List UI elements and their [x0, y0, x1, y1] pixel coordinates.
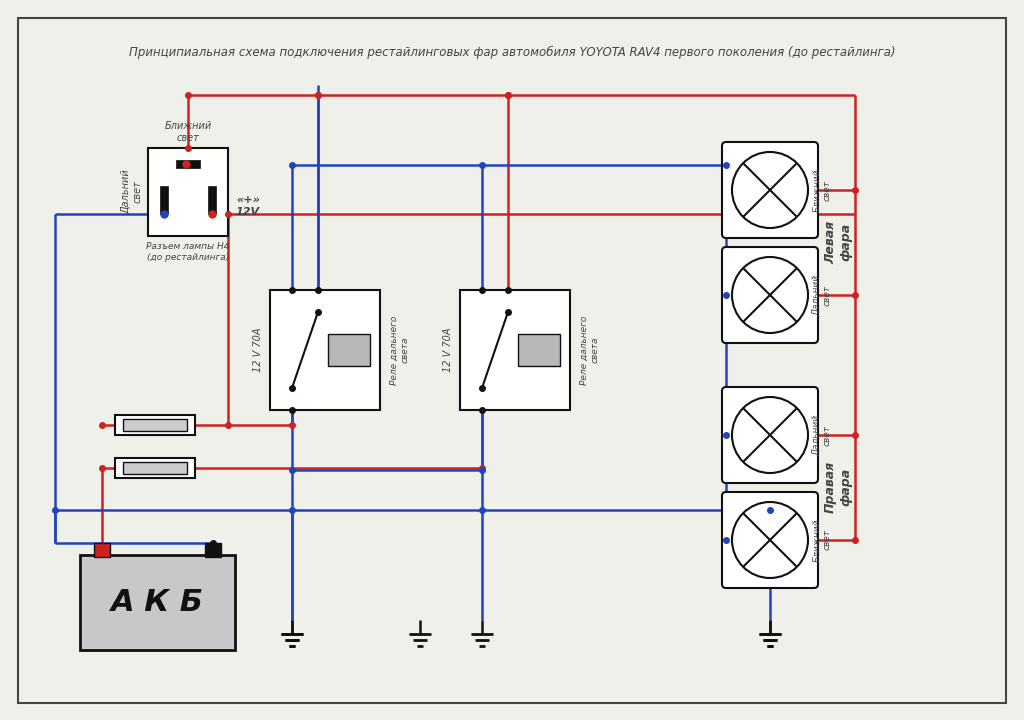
Text: 12 V 70A: 12 V 70A	[253, 328, 263, 372]
Bar	[176, 160, 200, 168]
Bar	[148, 148, 228, 236]
Text: Принципиальная схема подключения рестайлинговых фар автомобиля YOYOTA RAV4 перво: Принципиальная схема подключения рестайл…	[129, 45, 895, 58]
Circle shape	[732, 502, 808, 578]
Bar	[123, 419, 187, 431]
Bar	[270, 290, 380, 410]
Text: А К Б: А К Б	[111, 588, 204, 617]
Circle shape	[732, 257, 808, 333]
Text: Разъем лампы H4
(до рестайлинга): Разъем лампы H4 (до рестайлинга)	[146, 243, 229, 261]
Bar	[94, 543, 110, 557]
Circle shape	[732, 397, 808, 473]
Bar	[160, 186, 168, 214]
Text: Реле дальнего
света: Реле дальнего света	[581, 315, 600, 384]
Text: 15A: 15A	[144, 463, 166, 473]
Text: Реле дальнего
света: Реле дальнего света	[390, 315, 410, 384]
Text: Дальний
свет: Дальний свет	[812, 274, 831, 315]
Text: Левая
фара: Левая фара	[824, 220, 852, 264]
Bar	[123, 462, 187, 474]
Text: «+»
12V: «+» 12V	[236, 195, 260, 217]
FancyBboxPatch shape	[722, 387, 818, 483]
Text: 15A: 15A	[144, 420, 166, 430]
Bar	[205, 543, 221, 557]
Text: Ближний
свет: Ближний свет	[812, 168, 831, 212]
FancyBboxPatch shape	[722, 247, 818, 343]
FancyBboxPatch shape	[722, 492, 818, 588]
Text: Дальний
свет: Дальний свет	[121, 170, 142, 215]
Text: Ближний
свет: Ближний свет	[812, 518, 831, 562]
Bar	[328, 334, 370, 366]
Bar	[208, 186, 216, 214]
Bar	[460, 290, 570, 410]
Text: Правая
фара: Правая фара	[824, 461, 852, 513]
Text: Дальний
свет: Дальний свет	[812, 415, 831, 456]
Bar	[518, 334, 560, 366]
FancyBboxPatch shape	[722, 142, 818, 238]
Bar	[115, 415, 195, 435]
Bar	[115, 458, 195, 478]
Text: 12 V 70A: 12 V 70A	[443, 328, 453, 372]
Circle shape	[732, 152, 808, 228]
Text: Ближний
свет: Ближний свет	[165, 121, 212, 143]
Bar	[80, 555, 234, 650]
